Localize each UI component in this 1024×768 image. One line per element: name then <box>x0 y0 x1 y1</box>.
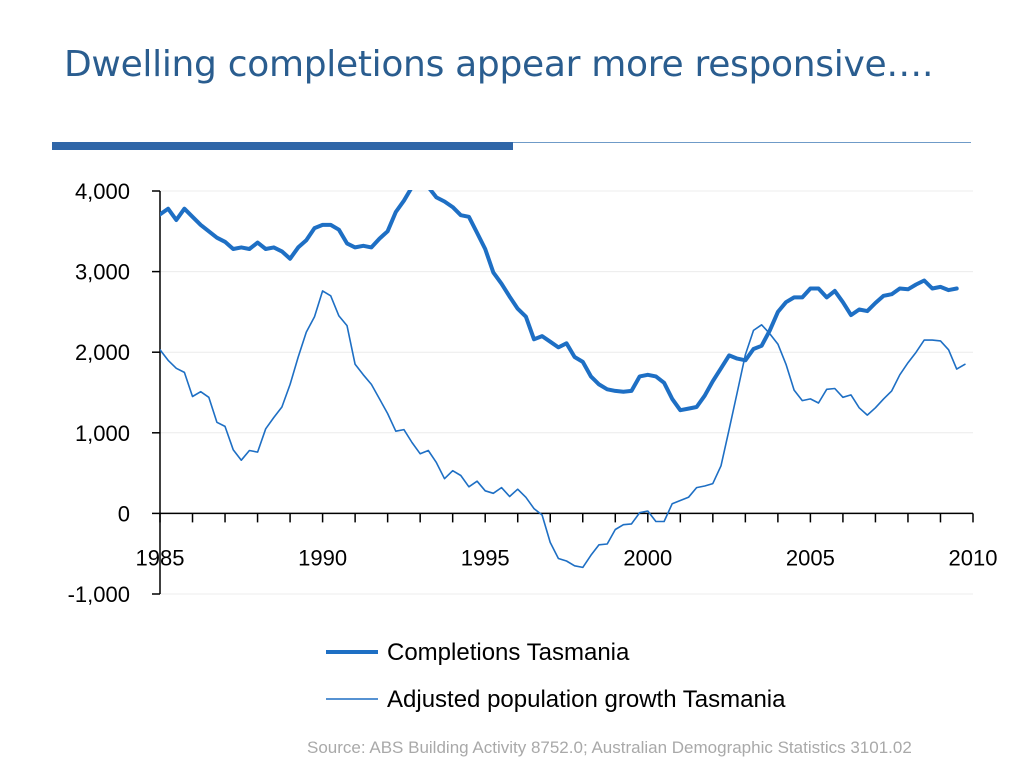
source-note: Source: ABS Building Activity 8752.0; Au… <box>307 738 912 757</box>
gridlines <box>160 190 973 595</box>
title-divider-line <box>513 142 971 143</box>
y-tick-label: 0 <box>118 501 130 526</box>
y-tick-label: -1,000 <box>68 582 130 607</box>
series-line-population-growth <box>160 290 966 569</box>
y-tick-label: 3,000 <box>75 260 130 285</box>
slide-title: Dwelling completions appear more respons… <box>64 44 934 85</box>
y-tick-label: 4,000 <box>75 179 130 204</box>
series-lines <box>160 190 966 569</box>
x-tick-label: 2005 <box>786 545 835 570</box>
x-tick-label: 1990 <box>298 545 347 570</box>
legend-label: Completions Tasmania <box>387 639 630 666</box>
axes <box>152 190 974 595</box>
y-tick-label: 2,000 <box>75 340 130 365</box>
legend: Completions Tasmania Adjusted population … <box>326 639 786 713</box>
x-tick-label: 1995 <box>461 545 510 570</box>
x-tick-label: 2010 <box>949 545 998 570</box>
x-tick-label: 1985 <box>136 545 185 570</box>
title-accent-bar <box>52 142 513 150</box>
legend-label: Adjusted population growth Tasmania <box>387 686 786 713</box>
x-tick-label: 2000 <box>623 545 672 570</box>
series-line-completions <box>160 190 959 413</box>
y-tick-label: 1,000 <box>75 421 130 446</box>
